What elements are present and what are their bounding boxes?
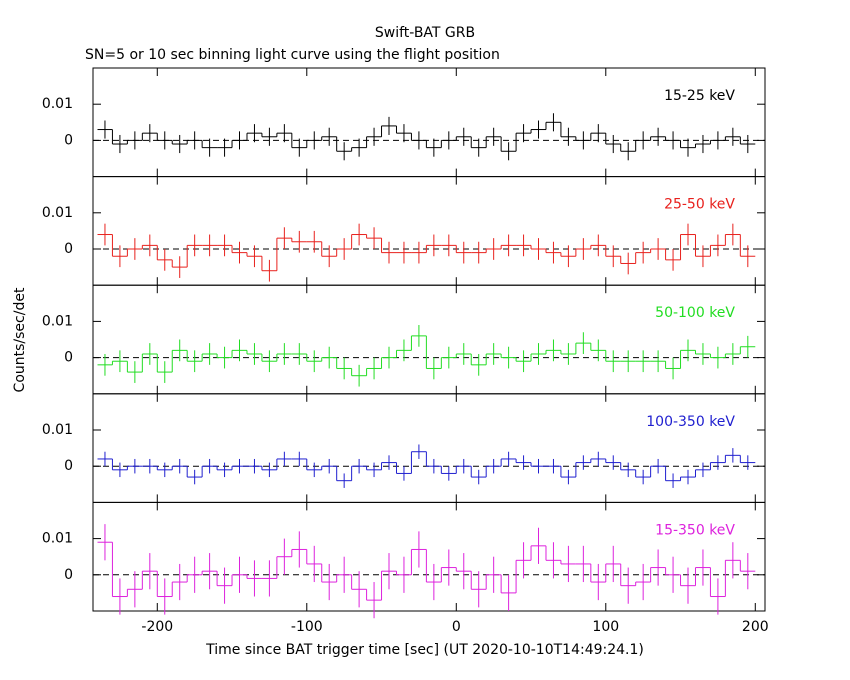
x-tick-label: 100 — [592, 619, 619, 635]
x-tick-label: -100 — [291, 619, 323, 635]
y-tick-label: 0.01 — [42, 422, 73, 438]
y-tick-label: 0 — [64, 567, 73, 583]
y-axis-label: Counts/sec/det — [12, 287, 28, 392]
y-tick-label: 0 — [64, 241, 73, 257]
y-tick-label: 0.01 — [42, 205, 73, 221]
chart-subtitle: SN=5 or 10 sec binning light curve using… — [85, 47, 500, 63]
series-label: 15-350 keV — [655, 522, 735, 538]
x-tick-label: -200 — [141, 619, 173, 635]
series-label: 50-100 keV — [655, 305, 735, 321]
chart-title: Swift-BAT GRB — [375, 25, 475, 41]
x-tick-label: 0 — [452, 619, 461, 635]
x-tick-label: 200 — [742, 619, 769, 635]
panel-frame — [92, 501, 766, 612]
y-tick-label: 0 — [64, 458, 73, 474]
y-tick-label: 0.01 — [42, 313, 73, 329]
series-label: 25-50 keV — [664, 197, 735, 213]
y-tick-label: 0 — [64, 350, 73, 366]
y-tick-label: 0.01 — [42, 96, 73, 112]
series-label: 100-350 keV — [646, 414, 735, 430]
series-label: 15-25 keV — [664, 88, 735, 104]
y-tick-label: 0 — [64, 132, 73, 148]
y-tick-label: 0.01 — [42, 531, 73, 547]
x-axis-label: Time since BAT trigger time [sec] (UT 20… — [205, 642, 644, 658]
